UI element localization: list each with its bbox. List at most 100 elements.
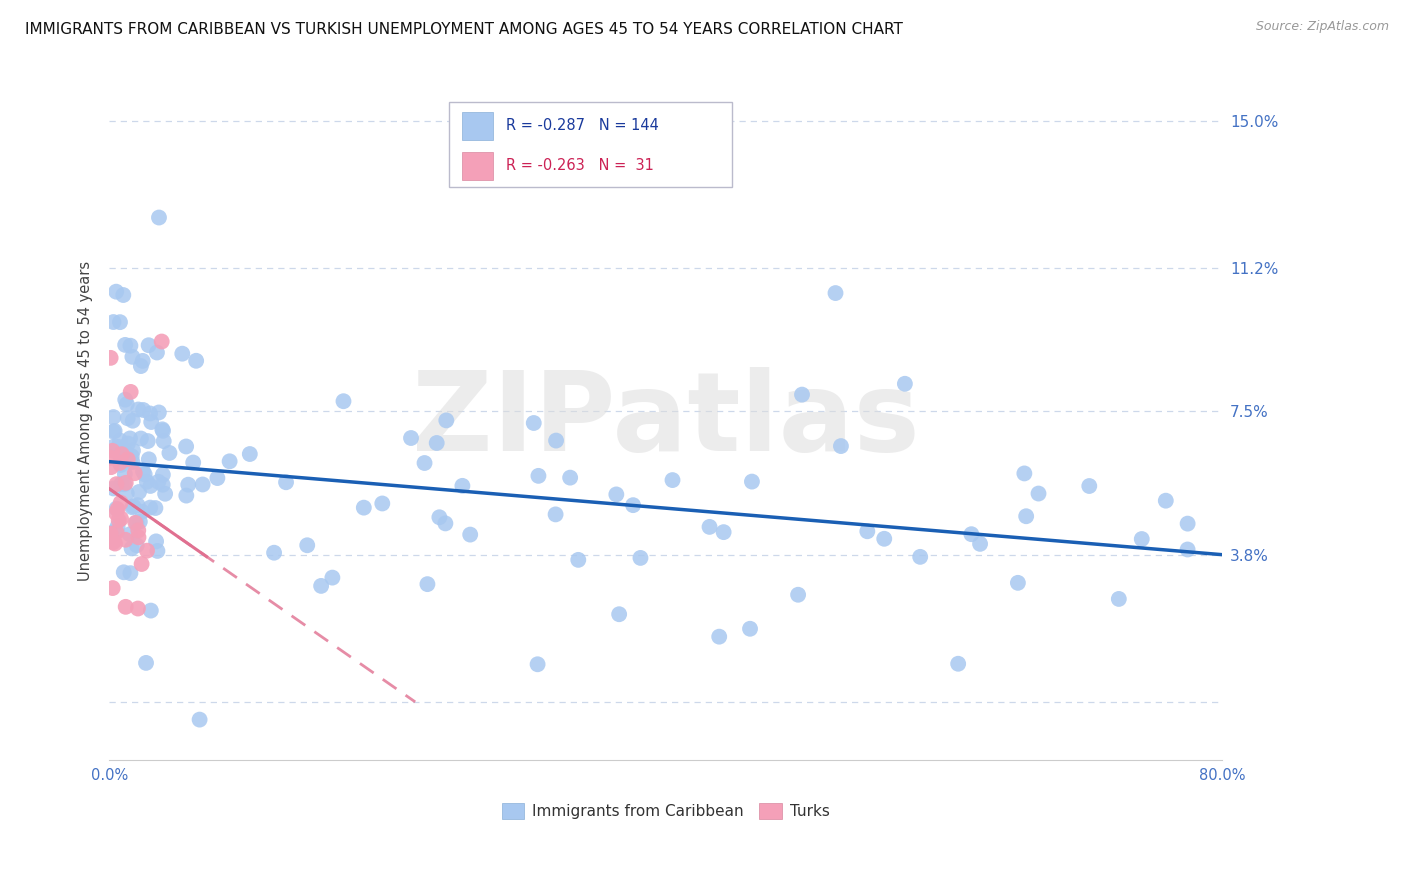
Point	[110, 458, 132, 472]
Point	[124, 466, 146, 480]
Point	[117, 436, 139, 450]
Point	[117, 452, 139, 467]
Point	[127, 498, 149, 512]
Point	[114, 467, 136, 481]
Point	[1177, 516, 1199, 531]
Point	[128, 485, 150, 500]
Point	[108, 456, 131, 470]
Point	[908, 549, 931, 564]
Point	[105, 506, 128, 520]
Point	[172, 347, 194, 361]
Point	[100, 526, 122, 541]
Point	[108, 434, 131, 448]
Point	[1177, 542, 1199, 557]
Point	[128, 515, 150, 529]
Point	[1078, 479, 1101, 493]
Point	[115, 486, 138, 500]
Point	[274, 475, 297, 490]
Point	[451, 479, 474, 493]
Point	[434, 516, 457, 531]
Point	[139, 407, 162, 421]
Point	[969, 537, 991, 551]
Point	[114, 445, 136, 459]
Point	[141, 415, 163, 429]
Point	[115, 397, 138, 411]
Point	[239, 447, 262, 461]
Point	[186, 353, 208, 368]
Point	[103, 440, 125, 454]
Text: Source: ZipAtlas.com: Source: ZipAtlas.com	[1256, 20, 1389, 33]
Point	[125, 538, 148, 552]
Point	[114, 533, 136, 547]
Point	[131, 557, 153, 571]
Point	[150, 334, 173, 349]
Point	[127, 524, 149, 538]
Point	[413, 456, 436, 470]
Point	[152, 424, 174, 438]
Point	[121, 414, 143, 428]
Point	[830, 439, 852, 453]
Point	[607, 607, 630, 622]
Point	[191, 477, 214, 491]
Point	[105, 477, 128, 491]
Point	[523, 416, 546, 430]
Point	[120, 339, 142, 353]
Point	[1154, 493, 1177, 508]
Point	[824, 286, 846, 301]
Text: R = -0.287   N = 144: R = -0.287 N = 144	[506, 119, 659, 134]
Point	[661, 473, 683, 487]
Point	[153, 487, 176, 501]
Point	[873, 532, 896, 546]
Point	[1108, 591, 1130, 606]
Y-axis label: Unemployment Among Ages 45 to 54 years: Unemployment Among Ages 45 to 54 years	[79, 260, 93, 581]
Point	[121, 450, 143, 464]
Point	[148, 405, 170, 419]
Point	[152, 477, 174, 491]
Point	[1007, 575, 1029, 590]
Point	[114, 338, 136, 352]
Point	[103, 425, 125, 439]
Point	[112, 445, 135, 459]
Point	[124, 516, 146, 530]
Point	[134, 467, 156, 482]
Point	[132, 403, 155, 417]
Point	[132, 464, 155, 478]
Point	[127, 530, 149, 544]
Point	[135, 475, 157, 489]
Point	[856, 524, 879, 539]
Point	[127, 601, 149, 615]
Point	[118, 432, 141, 446]
Point	[112, 288, 135, 302]
Point	[371, 496, 394, 510]
Point	[139, 479, 162, 493]
Point	[120, 566, 142, 581]
Point	[1028, 486, 1050, 500]
Point	[297, 538, 319, 552]
Point	[101, 581, 124, 595]
Point	[894, 376, 917, 391]
Point	[121, 500, 143, 515]
Point	[101, 443, 124, 458]
Point	[131, 354, 153, 368]
Point	[738, 622, 761, 636]
Point	[107, 502, 129, 516]
Point	[699, 520, 721, 534]
Point	[107, 519, 129, 533]
Point	[1014, 467, 1036, 481]
Point	[129, 432, 152, 446]
Point	[546, 434, 568, 448]
Point	[135, 656, 157, 670]
Point	[426, 436, 449, 450]
Point	[321, 571, 343, 585]
Point	[100, 532, 122, 546]
Point	[138, 452, 160, 467]
Point	[526, 657, 548, 672]
Point	[353, 500, 375, 515]
Point	[122, 499, 145, 513]
Point	[567, 553, 589, 567]
Point	[104, 424, 127, 438]
Point	[131, 505, 153, 519]
Point	[103, 410, 125, 425]
Point	[148, 211, 170, 225]
Point	[207, 471, 229, 485]
